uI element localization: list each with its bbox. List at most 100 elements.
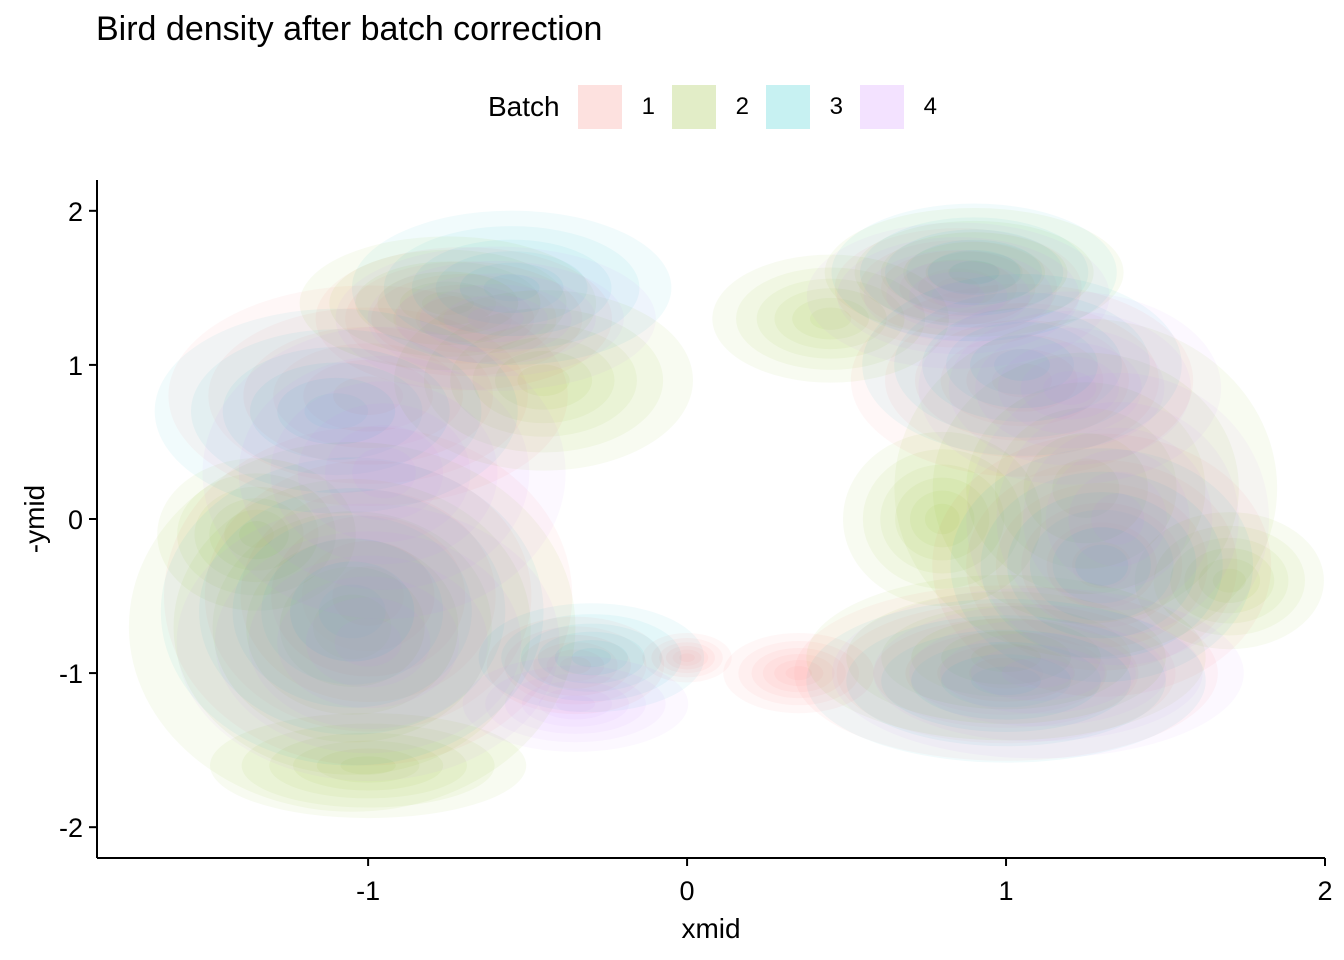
density-contour-batch-3-peak-6-level-0 [862, 273, 1182, 456]
density-contour-batch-1-peak-8-level-3 [940, 334, 1104, 427]
density-contour-batch-3-peak-4-level-5 [971, 666, 1041, 696]
density-contour-batch-2-peak-4-level-4 [399, 281, 497, 325]
legend-item-batch-4: 4 [859, 85, 940, 129]
density-contour-batch-2-peak-8-level-1 [1153, 525, 1306, 636]
density-contour-batch-2-peak-1-level-4 [224, 509, 289, 560]
density-contour-batch-2-peak-2-level-4 [316, 748, 420, 783]
legend-item-batch-3: 3 [765, 85, 846, 129]
chart-title: Bird density after batch correction [96, 10, 603, 48]
density-contour-batch-2-peak-3-level-3 [472, 337, 615, 424]
density-contour-batch-2-peak-1-level-2 [194, 486, 319, 583]
density-contour-batch-1-peak-3-level-3 [533, 642, 618, 689]
legend-label-batch-4: 4 [923, 93, 937, 120]
density-contour-batch-2-peak-4-level-1 [329, 249, 567, 357]
density-contour-batch-1-peak-9-level-2 [880, 250, 1036, 326]
density-contour-batch-4-peak-7-level-3 [886, 260, 1031, 331]
density-contour-batch-2-peak-2-level-0 [209, 713, 527, 819]
density-contour-batch-2-peak-10-level-5 [924, 503, 960, 535]
density-contour-batch-2-peak-5-level-0 [712, 254, 949, 383]
density-contour-batch-3-peak-4-level-3 [911, 641, 1101, 720]
x-tick-label-0: -1 [356, 876, 380, 906]
axes: -1 0 1 2 -2 -1 0 1 2 xmid -ymid [19, 180, 1333, 944]
y-tick-label-0: -2 [59, 813, 83, 843]
density-contour-batch-1-peak-5-level-1 [738, 641, 860, 706]
legend-key-batch-1 [577, 85, 622, 129]
density-series-batch-1 [163, 228, 1272, 766]
density-contour-batch-2-peak-0-level-1 [173, 478, 531, 775]
density-contour-batch-4-peak-3-level-4 [538, 688, 613, 720]
legend-key-batch-3 [765, 85, 810, 129]
density-contour-batch-2-peak-7-level-1 [932, 352, 1239, 624]
density-contour-batch-2-peak-7-level-4 [1023, 433, 1148, 544]
density-contour-batch-2-peak-9-level-2 [881, 605, 1131, 710]
density-contour-batch-4-peak-0-level-4 [305, 597, 431, 688]
density-contour-batch-1-peak-8-level-1 [885, 303, 1159, 458]
density-contour-batch-4-peak-1-level-1 [238, 355, 530, 590]
density-contour-batch-1-peak-8-level-5 [992, 363, 1052, 398]
density-contour-batch-2-peak-9-level-1 [846, 591, 1166, 724]
density-contour-batch-4-peak-2-level-5 [467, 306, 524, 332]
density-contour-batch-4-peak-3-level-1 [485, 665, 666, 743]
x-tick-label-1: 0 [680, 876, 695, 906]
density-contour-batch-1-peak-2-level-5 [437, 306, 490, 332]
density-contour-batch-4-peak-1-level-0 [202, 326, 566, 619]
density-contour-batch-1-peak-6-level-2 [873, 618, 1139, 728]
density-contour-batch-2-peak-4-level-3 [377, 271, 519, 336]
density-contour-batch-1-peak-0-level-2 [240, 490, 496, 702]
density-contour-batch-4-peak-0-level-3 [277, 576, 460, 709]
density-contour-batch-4-peak-4-level-0 [832, 587, 1244, 759]
density-contour-batch-1-peak-3-level-5 [559, 656, 591, 674]
density-contour-batch-4-peak-2-level-1 [367, 260, 624, 377]
density-contour-batch-3-peak-6-level-3 [946, 321, 1098, 409]
density-contour-batch-1-peak-8-level-4 [966, 348, 1078, 412]
density-contour-batch-1-peak-9-level-4 [918, 268, 999, 308]
density-contour-batch-1-peak-2-level-0 [315, 247, 613, 391]
density-contour-batch-4-peak-0-level-1 [215, 531, 522, 754]
density-contour-batch-3-peak-6-level-5 [994, 348, 1050, 381]
density-contour-batch-3-peak-0-level-4 [289, 561, 415, 662]
density-contour-batch-1-peak-2-level-4 [415, 295, 512, 342]
density-contour-batch-4-peak-5-level-1 [996, 402, 1239, 636]
density-contour-batch-1-peak-1-level-5 [333, 376, 404, 416]
density-contour-batch-2-peak-3-level-4 [494, 350, 593, 410]
density-contour-batch-4-peak-4-level-1 [873, 604, 1203, 742]
y-tick-label-3: 1 [68, 351, 83, 381]
density-contour-batch-2-peak-7-level-0 [894, 318, 1278, 658]
density-contour-batch-1-peak-4-level-0 [642, 633, 732, 683]
density-contour-batch-2-peak-10-level-4 [909, 490, 975, 548]
density-contour-batch-2-peak-7-level-2 [966, 382, 1206, 595]
density-contour-batch-2-peak-10-level-0 [843, 431, 1042, 607]
density-contour-batch-2-peak-8-level-2 [1170, 537, 1289, 624]
density-contour-batch-1-peak-4-level-1 [651, 637, 723, 678]
density-contour-batch-2-peak-6-level-5 [947, 261, 1001, 284]
legend-item-batch-2: 2 [671, 85, 752, 129]
legend-label-batch-1: 1 [641, 93, 655, 120]
density-contour-batch-4-peak-3-level-3 [521, 681, 630, 727]
density-contour-batch-1-peak-2-level-1 [345, 261, 583, 376]
density-contour-batch-4-peak-4-level-5 [1001, 658, 1074, 689]
density-contour-batch-3-peak-1-level-3 [249, 362, 423, 460]
density-contour-batch-1-peak-7-level-5 [1072, 542, 1132, 589]
density-contour-batch-2-peak-2-level-1 [241, 723, 495, 808]
density-contour-batch-2-peak-10-level-2 [880, 464, 1005, 574]
density-series-batch-2 [128, 207, 1324, 819]
density-contour-batch-3-peak-6-level-2 [922, 308, 1122, 422]
density-contour-batch-2-peak-5-level-5 [809, 307, 852, 330]
density-contour-batch-4-peak-3-level-5 [555, 695, 596, 713]
density-contour-batch-3-peak-1-level-0 [154, 308, 518, 514]
density-contour-batch-4-peak-0-level-0 [176, 503, 560, 781]
density-contour-batch-3-peak-0-level-3 [261, 538, 444, 685]
density-contour-batch-1-peak-7-level-4 [1046, 522, 1157, 608]
density-layer [128, 203, 1324, 819]
density-contour-batch-1-peak-6-level-3 [905, 631, 1107, 715]
density-contour-batch-1-peak-5-level-2 [751, 648, 846, 699]
density-series-batch-4 [176, 222, 1269, 781]
density-contour-batch-1-peak-1-level-1 [208, 307, 528, 484]
density-contour-batch-4-peak-6-level-0 [918, 291, 1222, 485]
density-contour-batch-2-peak-10-level-1 [862, 449, 1022, 589]
density-contour-batch-1-peak-8-level-0 [850, 283, 1194, 477]
density-contour-batch-1-peak-4-level-5 [679, 653, 695, 662]
density-contour-batch-3-peak-3-level-2 [520, 623, 662, 692]
density-contour-batch-4-peak-5-level-5 [1091, 493, 1145, 545]
